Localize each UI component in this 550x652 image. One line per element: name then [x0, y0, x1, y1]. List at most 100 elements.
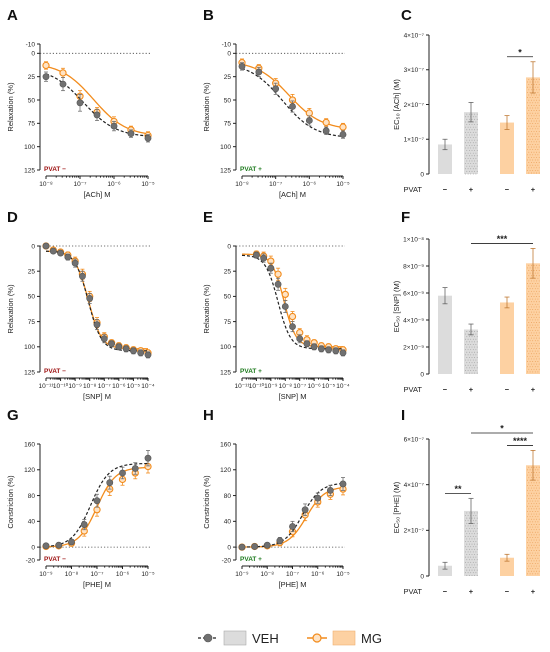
bar-dot-pattern — [532, 568, 534, 570]
bar-dot-pattern — [468, 517, 470, 519]
bar-dot-pattern — [465, 168, 466, 170]
bar-dot-pattern — [467, 572, 469, 574]
bar-dot-pattern — [465, 567, 466, 568]
bar-dot-pattern — [532, 516, 534, 518]
x-tick-label: 10⁻⁷ — [269, 181, 283, 188]
bar-dot-pattern — [537, 97, 539, 99]
data-point — [144, 454, 152, 462]
pvat-sign: − — [443, 587, 448, 596]
bar-dot-pattern — [536, 306, 538, 308]
bar-dot-pattern — [532, 133, 534, 135]
y-tick-label: 1×10⁻⁷ — [404, 137, 425, 144]
series-mg — [238, 58, 347, 132]
bar-dot-pattern — [534, 324, 536, 326]
bar-dot-pattern — [532, 557, 534, 559]
bar-dot-pattern — [476, 165, 478, 167]
bar-dot-pattern — [476, 559, 478, 561]
bar-dot-pattern — [466, 367, 468, 369]
bar-dot-pattern — [527, 154, 528, 156]
bar-dot-pattern — [537, 138, 539, 140]
bar-dot-pattern — [470, 344, 472, 345]
bar-dot-pattern — [538, 141, 540, 143]
bar-dot-pattern — [468, 346, 470, 348]
bar-dot-pattern — [530, 280, 532, 282]
x-tick-label: 10⁻⁷ — [73, 181, 87, 188]
x-tick-label: 10⁻⁹ — [68, 383, 82, 390]
data-point — [42, 242, 50, 250]
bar-dot-pattern — [530, 130, 532, 132]
bar-dot-pattern — [472, 551, 474, 553]
bar-dot-pattern — [527, 511, 528, 512]
data-point — [339, 123, 347, 131]
bar-dot-pattern — [534, 164, 536, 166]
bar-dot-pattern — [532, 138, 534, 140]
bar-dot-pattern — [537, 505, 539, 507]
y-tick-label: 25 — [28, 269, 36, 276]
bar-dot-pattern — [534, 552, 536, 554]
bar-dot-pattern — [465, 344, 466, 345]
bar-dot-pattern — [472, 364, 474, 366]
bar-dot-pattern — [472, 349, 474, 351]
bar-dot-pattern — [532, 531, 534, 533]
bar-dot-pattern — [476, 538, 478, 540]
bar-dot-pattern — [466, 554, 468, 555]
bar-dot-pattern — [533, 358, 535, 360]
bar-dot-pattern — [476, 124, 478, 125]
bar-dot-pattern — [529, 303, 531, 305]
bar-dot-pattern — [530, 285, 532, 287]
bar-dot-pattern — [476, 533, 478, 535]
bar-dot-pattern — [532, 169, 534, 171]
bar-dot-pattern — [470, 567, 472, 568]
bar-dot-pattern — [537, 531, 539, 533]
bar-dot-pattern — [467, 137, 469, 138]
bar-dot-pattern — [537, 298, 539, 300]
bar-dot-pattern — [529, 552, 531, 554]
bar-dot-pattern — [474, 554, 476, 555]
bar-dot-pattern — [530, 513, 532, 515]
bar-dot-pattern — [533, 115, 535, 117]
bar-dot-pattern — [532, 112, 534, 114]
bar-dot-pattern — [532, 303, 534, 305]
bar-dot-pattern — [533, 322, 535, 323]
x-axis-label: [SNP] M — [279, 392, 307, 401]
bar-dot-pattern — [537, 272, 539, 274]
y-tick-label: 50 — [28, 294, 36, 301]
bar-dot-pattern — [532, 117, 534, 119]
data-point — [93, 497, 101, 505]
bar-dot-pattern — [475, 546, 477, 548]
bar-dot-pattern — [538, 84, 540, 86]
bar-dot-pattern — [533, 560, 535, 562]
bar-dot-pattern — [528, 322, 530, 323]
bar-dot-pattern — [465, 359, 466, 361]
bar-dot-pattern — [536, 78, 538, 80]
bar-dot-pattern — [528, 89, 530, 91]
bar-dot-pattern — [471, 538, 473, 540]
data-point — [127, 130, 135, 137]
bar-dot-pattern — [536, 162, 538, 164]
bar-dot-pattern — [533, 368, 535, 370]
bar-dot-pattern — [467, 131, 469, 133]
y-axis-label: EC₅₀ [SNP] (M) — [392, 280, 401, 332]
bar-dot-pattern — [529, 117, 531, 119]
bar-dot-pattern — [530, 550, 532, 551]
bar-dot-pattern — [476, 517, 478, 519]
bar-dot-pattern — [534, 563, 536, 564]
bar-dot-pattern — [475, 157, 477, 159]
bar-dot-pattern — [533, 125, 535, 127]
bar-dot-pattern — [530, 570, 532, 572]
bar-dot-pattern — [533, 482, 535, 484]
bar-dot-pattern — [532, 293, 534, 295]
bar-dot-pattern — [528, 270, 530, 271]
bar-dot-pattern — [470, 168, 472, 170]
bar-dot-pattern — [466, 341, 468, 343]
bar-dot-pattern — [536, 466, 538, 468]
bar-dot-pattern — [528, 544, 530, 546]
bar-dot-pattern — [532, 97, 534, 99]
bar-dot-pattern — [527, 86, 528, 88]
bar-dot-pattern — [467, 530, 469, 532]
bar-dot-pattern — [528, 332, 530, 334]
bar-dot-pattern — [534, 138, 536, 140]
bar-dot-pattern — [538, 296, 540, 297]
bar-dot-pattern — [532, 340, 534, 342]
bar-dot-pattern — [528, 508, 530, 510]
